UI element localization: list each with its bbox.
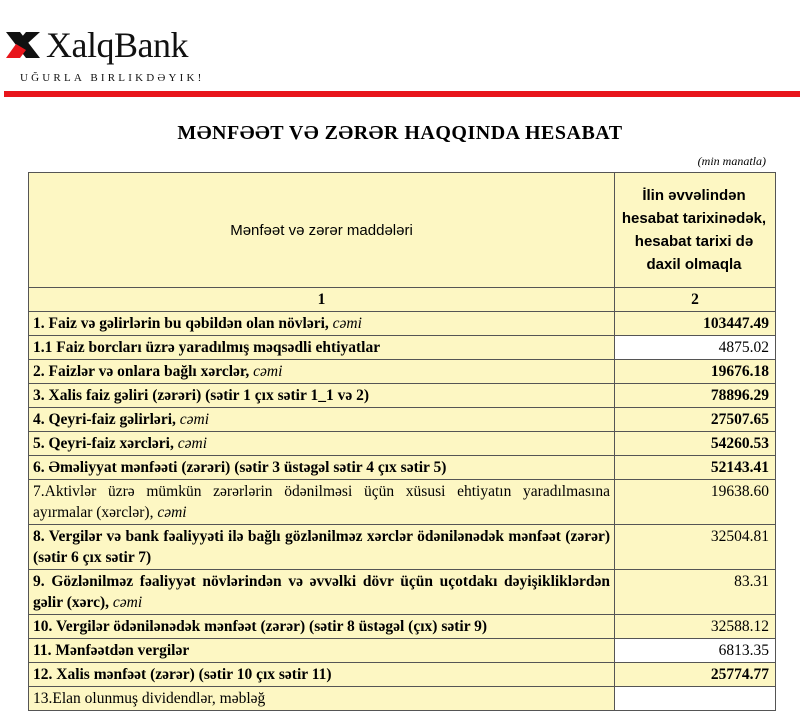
- table-row: 6. Əməliyyat mənfəəti (zərəri) (sətir 3 …: [28, 455, 776, 480]
- row-label: 6. Əməliyyat mənfəəti (zərəri) (sətir 3 …: [28, 455, 615, 480]
- row-label-suffix: cəmi: [179, 411, 210, 428]
- row-value: 83.31: [614, 569, 776, 615]
- table-row: 1. Faiz və gəlirlərin bu qəbildən olan n…: [28, 311, 776, 336]
- row-label: 12. Xalis mənfəət (zərər) (sətir 10 çıx …: [28, 662, 615, 687]
- row-value: 25774.77: [614, 662, 776, 687]
- row-label-text: 9. Gözlənilməz fəaliyyət növlərindən və …: [33, 573, 610, 611]
- row-label-suffix: cəmi: [253, 363, 283, 380]
- brand-name: XalqBank: [46, 25, 188, 65]
- row-label-text: 7.Aktivlər üzrə mümkün zərərlərin ödənil…: [33, 483, 610, 521]
- row-value: 6813.35: [614, 638, 776, 663]
- table-row: 1.1 Faiz borcları üzrə yaradılmış məqsəd…: [28, 335, 776, 360]
- table-row: 2. Faizlər və onlara bağlı xərclər, cəmi…: [28, 359, 776, 384]
- table-row: 11. Mənfəətdən vergilər 6813.35: [28, 638, 776, 663]
- row-label-text: 3. Xalis faiz gəliri (zərəri) (sətir 1 ç…: [33, 387, 369, 404]
- page-title: MƏNFƏƏT VƏ ZƏRƏR HAQQINDA HESABAT: [177, 122, 623, 144]
- table-row: 10. Vergilər ödənilənədək mənfəət (zərər…: [28, 614, 776, 639]
- row-label-text: 1.1 Faiz borcları üzrə yaradılmış məqsəd…: [33, 339, 381, 356]
- row-label-text: 1. Faiz və gəlirlərin bu qəbildən olan n…: [33, 315, 333, 332]
- header-items: Mənfəət və zərər maddələri: [28, 172, 615, 288]
- row-label-text: 10. Vergilər ödənilənədək mənfəət (zərər…: [33, 618, 488, 635]
- row-value: 78896.29: [614, 383, 776, 408]
- row-label-text: 4. Qeyri-faiz gəlirləri,: [33, 411, 180, 428]
- row-label: 1.1 Faiz borcları üzrə yaradılmış məqsəd…: [28, 335, 615, 360]
- row-label-suffix: cəmi: [332, 315, 362, 332]
- row-value: 32588.12: [614, 614, 776, 639]
- row-label: 7.Aktivlər üzrə mümkün zərərlərin ödənil…: [28, 479, 615, 525]
- row-label: 11. Mənfəətdən vergilər: [28, 638, 615, 663]
- row-label-text: 5. Qeyri-faiz xərcləri,: [33, 435, 178, 452]
- brand-slogan: UĞURLA BIRLIKDƏYIK!: [20, 72, 205, 84]
- table-row: 13.Elan olunmuş dividendlər, məbləğ: [28, 686, 776, 711]
- row-value: [614, 686, 776, 711]
- row-label: 9. Gözlənilməz fəaliyyət növlərindən və …: [28, 569, 615, 615]
- row-label-text: 12. Xalis mənfəət (zərər) (sətir 10 çıx …: [33, 666, 332, 683]
- row-label-text: 6. Əməliyyat mənfəəti (zərəri) (sətir 3 …: [33, 459, 447, 476]
- row-label: 1. Faiz və gəlirlərin bu qəbildən olan n…: [28, 311, 615, 336]
- table-row: 5. Qeyri-faiz xərcləri, cəmi 54260.53: [28, 431, 776, 456]
- row-label: 2. Faizlər və onlara bağlı xərclər, cəmi: [28, 359, 615, 384]
- row-value: 4875.02: [614, 335, 776, 360]
- row-label-text: 8. Vergilər və bank fəaliyyəti ilə bağlı…: [33, 528, 610, 566]
- table-row: 8. Vergilər və bank fəaliyyəti ilə bağlı…: [28, 524, 776, 570]
- header-divider: [4, 91, 800, 97]
- row-label: 4. Qeyri-faiz gəlirləri, cəmi: [28, 407, 615, 432]
- unit-note: (min manatla): [697, 154, 766, 168]
- table-row: 7.Aktivlər üzrə mümkün zərərlərin ödənil…: [28, 479, 776, 525]
- row-label-suffix: cəmi: [157, 504, 187, 521]
- logo-mark-icon: [6, 32, 40, 58]
- row-label: 8. Vergilər və bank fəaliyyəti ilə bağlı…: [28, 524, 615, 570]
- row-value: 19638.60: [614, 479, 776, 525]
- row-value: 103447.49: [614, 311, 776, 336]
- header-period: İlin əvvəlindən hesabat tarixinədək, hes…: [614, 172, 776, 288]
- table-row: 3. Xalis faiz gəliri (zərəri) (sətir 1 ç…: [28, 383, 776, 408]
- row-label: 10. Vergilər ödənilənədək mənfəət (zərər…: [28, 614, 615, 639]
- row-label: 5. Qeyri-faiz xərcləri, cəmi: [28, 431, 615, 456]
- row-value: 54260.53: [614, 431, 776, 456]
- row-label: 3. Xalis faiz gəliri (zərəri) (sətir 1 ç…: [28, 383, 615, 408]
- row-label-text: 2. Faizlər və onlara bağlı xərclər,: [33, 363, 254, 380]
- row-label-text: 13.Elan olunmuş dividendlər, məbləğ: [33, 690, 266, 707]
- column-number: 1: [28, 287, 615, 312]
- row-value: 19676.18: [614, 359, 776, 384]
- row-label: 13.Elan olunmuş dividendlər, məbləğ: [28, 686, 615, 711]
- table-row: 12. Xalis mənfəət (zərər) (sətir 10 çıx …: [28, 662, 776, 687]
- row-label-suffix: cəmi: [112, 594, 143, 611]
- table-row: 9. Gözlənilməz fəaliyyət növlərindən və …: [28, 569, 776, 615]
- row-value: 32504.81: [614, 524, 776, 570]
- row-value: 27507.65: [614, 407, 776, 432]
- row-label-suffix: cəmi: [177, 435, 208, 452]
- row-label-text: 11. Mənfəətdən vergilər: [33, 642, 190, 659]
- income-statement-table: Mənfəət və zərər maddələri İlin əvvəlind…: [28, 172, 776, 711]
- column-number: 2: [614, 287, 776, 312]
- table-row: 4. Qeyri-faiz gəlirləri, cəmi 27507.65: [28, 407, 776, 432]
- row-value: 52143.41: [614, 455, 776, 480]
